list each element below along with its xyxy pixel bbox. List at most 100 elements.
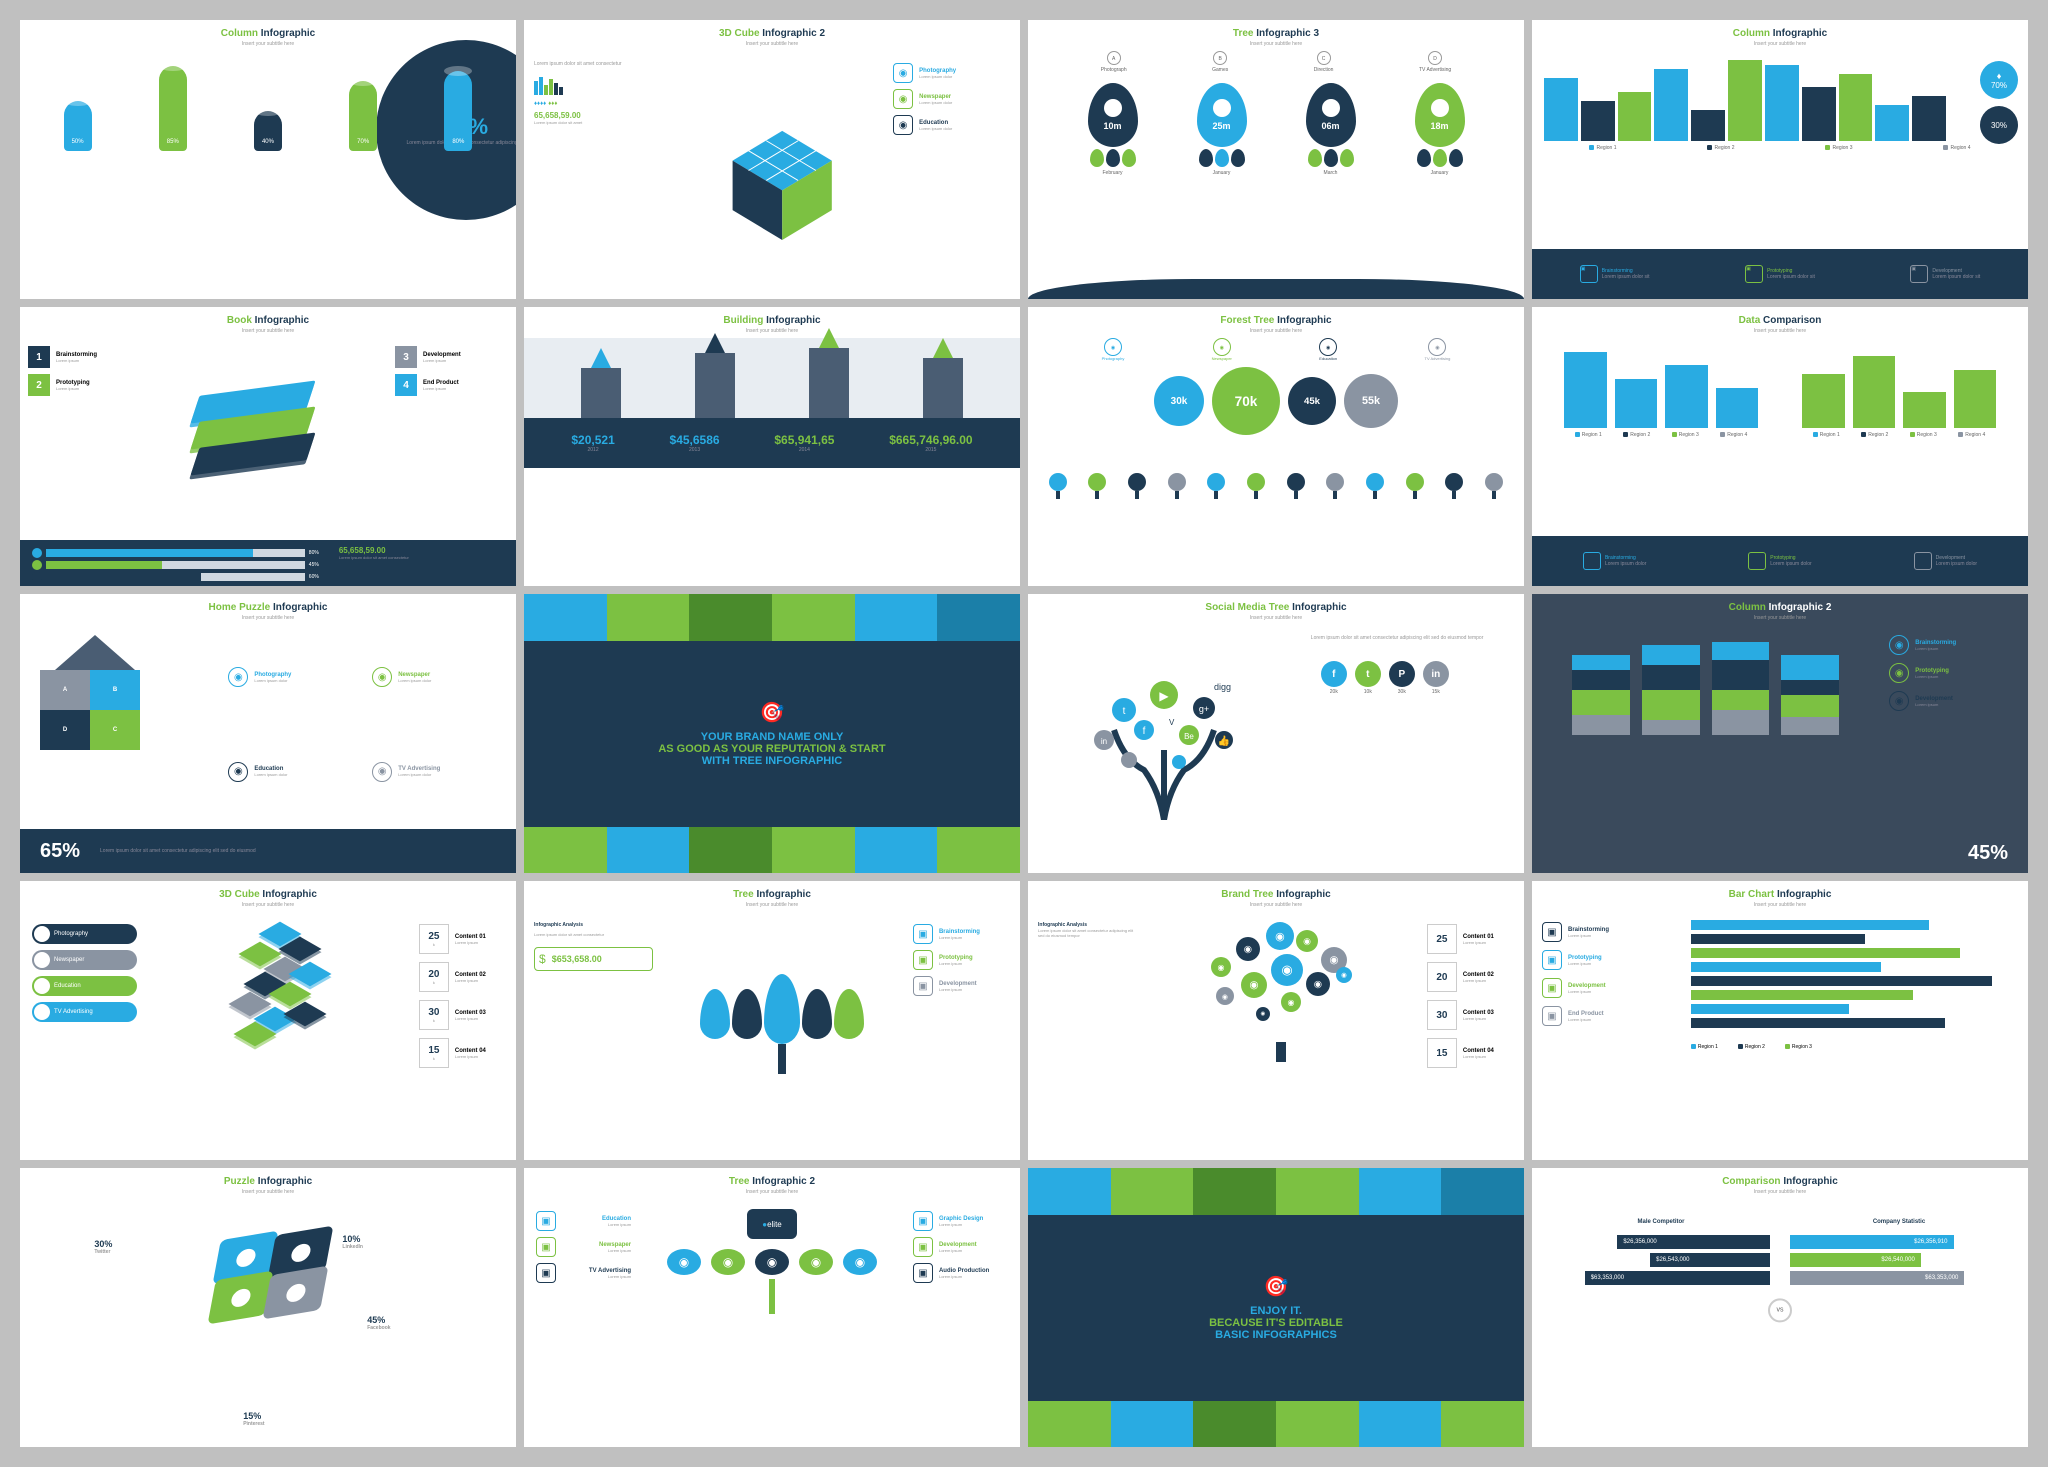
slide-tree-3: Tree Infographic 3 Insert your subtitle …: [1028, 20, 1524, 299]
comp-bar: $26,540,000: [1790, 1253, 1921, 1267]
slide-title: 3D Cube Infographic 2: [524, 20, 1020, 41]
logo-box: ●elite: [747, 1209, 797, 1239]
num-boxes: 25kContent 01Lorem ipsum20kContent 02Lor…: [407, 912, 516, 1151]
num-list-right: 3DevelopmentLorem ipsum4End ProductLorem…: [387, 338, 516, 537]
slide-3d-cube-2: 3D Cube Infographic 2 Insert your subtit…: [524, 20, 1020, 299]
pill-label: TV Advertising: [32, 1002, 137, 1022]
stat-circle-2: 30%: [1980, 106, 2018, 144]
icon-item: ◉NewspaperLorem ipsum dolor: [372, 635, 506, 720]
price-item: $65,941,652014: [774, 433, 834, 453]
slide-tree-2: Tree Infographic 2 Insert your subtitle …: [524, 1168, 1020, 1447]
legend-item: ◉NewspaperLorem ipsum dolor: [893, 89, 1008, 109]
hbar: [1691, 1004, 1850, 1014]
cylinder: 85%: [159, 66, 187, 151]
slide-home-puzzle: Home Puzzle Infographic Insert your subt…: [20, 594, 516, 873]
hbar: [1691, 1018, 1945, 1028]
slide-comparison: Comparison Infographic Insert your subti…: [1532, 1168, 2028, 1447]
chart-2: [1790, 338, 2008, 428]
legend-items: ◉PhotographyLorem ipsum dolor ◉NewspaperL…: [881, 51, 1020, 290]
pill-label: Newspaper: [32, 950, 137, 970]
num-item: 3DevelopmentLorem ipsum: [395, 346, 508, 368]
tree-visual: [700, 989, 864, 1074]
mini-bar-chart: [534, 75, 673, 95]
stacked-bar: [1572, 655, 1630, 735]
pill-labels: PhotographyNewspaperEducationTV Advertis…: [20, 912, 149, 1151]
left-panel: Lorem ipsum dolor sit amet consectetur ♦…: [524, 51, 683, 290]
stacked-bar: [1642, 645, 1700, 735]
bar: [1875, 105, 1909, 141]
comp-bar: $63,353,000: [1585, 1271, 1770, 1285]
comp-bar: $26,356,000: [1617, 1235, 1770, 1249]
stacked-bar: [1712, 642, 1770, 735]
slide-column-2: Column Infographic Insert your subtitle …: [1532, 20, 2028, 299]
roof: [55, 635, 135, 670]
cylinder: 70%: [349, 81, 377, 151]
hbar: [1691, 948, 1961, 958]
data-bubble: 45k: [1288, 377, 1336, 425]
svg-text:▶: ▶: [1160, 689, 1170, 703]
callout-icons: ◉Photography◉Newspaper◉Education◉TV Adve…: [1028, 338, 1524, 361]
hbar: [1691, 962, 1881, 972]
slide-forest-tree: Forest Tree Infographic Insert your subt…: [1028, 307, 1524, 586]
big-number: 65,658,59.00: [339, 546, 504, 555]
big-number: 65,658,59.00: [534, 111, 673, 120]
progress-bars: 80%45%60%: [32, 546, 319, 580]
slide-book: Book Infographic Insert your subtitle he…: [20, 307, 516, 586]
bar: [1581, 101, 1615, 142]
price-item: $45,65862013: [670, 433, 720, 453]
svg-text:Be: Be: [1184, 732, 1194, 741]
legend-item: ◉PhotographyLorem ipsum dolor: [893, 63, 1008, 83]
legend-items: ▣BrainstormingLorem ipsum▣PrototypingLor…: [1532, 912, 1671, 1151]
slide-brand-tree: Brand Tree Infographic Insert your subti…: [1028, 881, 1524, 1160]
left-items: ▣EducationLorem ipsum▣NewspaperLorem ips…: [524, 1199, 643, 1438]
slide-social-tree: Social Media Tree Infographic Insert you…: [1028, 594, 1524, 873]
slide-puzzle: Puzzle Infographic Insert your subtitle …: [20, 1168, 516, 1447]
legend-items: ▣BrainstormingLorem ipsum▣PrototypingLor…: [901, 912, 1020, 1151]
bubbles: 30k70k45k55k: [1028, 361, 1524, 441]
footer-items: ▣BrainstormingLorem ipsum dolor sit▣Prot…: [1532, 249, 2028, 299]
leaf-item: 06mMarch: [1306, 83, 1356, 176]
bar: [1691, 110, 1725, 142]
brand-grid: 🎯ENJOY IT.BECAUSE IT'S EDITABLEBASIC INF…: [1028, 1168, 1524, 1447]
svg-text:g+: g+: [1199, 704, 1209, 714]
num-boxes: 25Content 01Lorem ipsum20Content 02Lorem…: [1415, 912, 1524, 1151]
social-icon: in: [1423, 661, 1449, 687]
hbar: [1691, 920, 1929, 930]
bar: [1618, 92, 1652, 142]
icon-item: ◉EducationLorem ipsum dolor: [228, 730, 362, 815]
left-header: Male Competitor: [1552, 1219, 1770, 1225]
social-stats: f20kt10kP30kin15k: [1311, 651, 1514, 705]
data-bubble: 55k: [1344, 374, 1398, 428]
stat-circle-1: ♦70%: [1980, 61, 2018, 99]
chart-1: [1552, 338, 1770, 428]
slide-column-stacked: Column Infographic 2 Insert your subtitl…: [1532, 594, 2028, 873]
hbar: [1691, 976, 1992, 986]
data-bubble: 70k: [1212, 367, 1280, 435]
slide-grid: Column Infographic Insert your subtitle …: [20, 20, 2028, 1447]
cube-cluster: [198, 912, 358, 1062]
svg-text:digg: digg: [1214, 682, 1231, 692]
bar: [1912, 96, 1946, 141]
book-stack: [198, 388, 338, 488]
leaf-item: 18mJanuary: [1415, 83, 1465, 176]
legend-items: ◉BrainstormingLorem ipsum◉PrototypingLor…: [1879, 625, 2028, 844]
brand-grid: 🎯YOUR BRAND NAME ONLYAS GOOD AS YOUR REP…: [524, 594, 1020, 873]
right-items: ▣Graphic DesignLorem ipsum▣DevelopmentLo…: [901, 1199, 1020, 1438]
stacked-bar: [1781, 655, 1839, 735]
comparison-chart: Male Competitor $26,356,000$26,543,000$6…: [1532, 1199, 2028, 1305]
comp-bar: $63,353,000: [1790, 1271, 1964, 1285]
bar: [1728, 60, 1762, 141]
svg-text:V: V: [1169, 718, 1175, 727]
legend-item: ◉EducationLorem ipsum dolor: [893, 115, 1008, 135]
chart-legend: Region 1Region 2Region 3: [1671, 1036, 2028, 1058]
vs-badge: vs: [1768, 1298, 1792, 1322]
tree-row: [1028, 441, 1524, 491]
data-bubble: 30k: [1154, 376, 1204, 426]
slide-bar-chart: Bar Chart Infographic Insert your subtit…: [1532, 881, 2028, 1160]
cylinder: 80%: [444, 71, 472, 151]
leaf-item: 10mFebruary: [1088, 83, 1138, 176]
leaf-tree: 10mFebruary25mJanuary06mMarch18mJanuary: [1028, 73, 1524, 176]
pill-label: Photography: [32, 924, 137, 944]
social-icon: t: [1355, 661, 1381, 687]
social-icon: f: [1321, 661, 1347, 687]
